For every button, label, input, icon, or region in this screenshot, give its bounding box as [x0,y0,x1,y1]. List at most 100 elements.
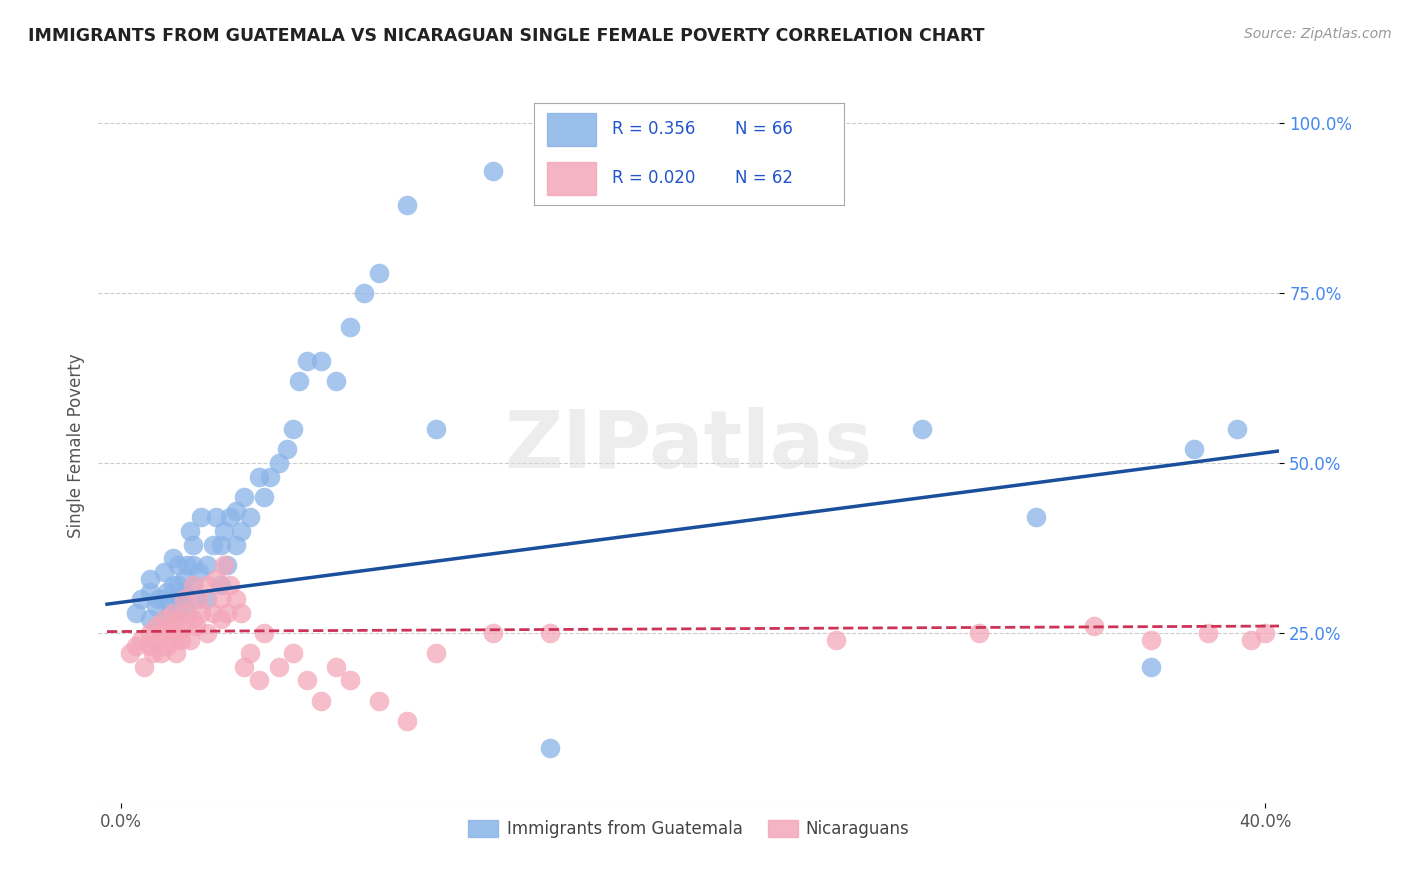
Point [173,619,195,633]
Point [195,558,218,572]
Bar [547,162,596,194]
Point [167,578,190,592]
Point [209,578,232,592]
Point [153,626,176,640]
Point [124,640,146,654]
Point [1025,510,1047,524]
Point [167,626,190,640]
Text: IMMIGRANTS FROM GUATEMALA VS NICARAGUAN SINGLE FEMALE POVERTY CORRELATION CHART: IMMIGRANTS FROM GUATEMALA VS NICARAGUAN … [28,27,984,45]
Point [367,694,389,708]
Y-axis label: Single Female Poverty: Single Female Poverty [66,354,84,538]
Point [162,551,184,566]
Point [167,558,190,572]
Point [139,626,162,640]
Point [219,510,242,524]
Point [1197,626,1219,640]
Point [239,510,262,524]
Point [148,591,170,606]
Point [353,286,375,301]
Point [425,646,447,660]
Point [1225,422,1247,436]
Point [482,626,505,640]
Point [276,442,298,457]
Point [176,606,198,620]
Point [139,612,162,626]
Point [204,572,226,586]
Point [281,646,304,660]
Point [1139,660,1161,674]
Text: ZIPatlas: ZIPatlas [505,407,873,485]
Point [184,591,207,606]
Point [967,626,990,640]
Point [187,591,209,606]
Point [267,456,290,470]
Point [170,591,193,606]
Point [482,163,505,178]
Point [825,632,848,647]
Point [201,606,224,620]
Point [1254,626,1277,640]
Text: Source: ZipAtlas.com: Source: ZipAtlas.com [1244,27,1392,41]
Point [225,537,247,551]
Point [253,626,276,640]
Point [267,660,290,674]
Point [148,632,170,647]
Point [131,591,153,606]
Point [167,612,190,626]
Point [217,606,239,620]
Point [173,591,195,606]
Point [153,591,176,606]
Point [150,646,173,660]
Point [311,694,333,708]
Point [247,673,270,688]
Point [325,375,347,389]
Point [162,606,184,620]
Point [339,673,361,688]
Point [165,646,187,660]
Point [181,612,204,626]
Point [162,578,184,592]
Point [187,565,209,579]
Point [139,640,162,654]
Point [287,375,309,389]
Point [134,660,156,674]
Point [233,660,256,674]
Point [233,490,256,504]
Point [181,537,204,551]
Text: N = 62: N = 62 [735,169,793,187]
Point [173,572,195,586]
Point [1139,632,1161,647]
Legend: Immigrants from Guatemala, Nicaraguans: Immigrants from Guatemala, Nicaraguans [461,813,917,845]
Point [142,646,165,660]
Point [181,558,204,572]
Point [259,469,281,483]
Point [181,578,204,592]
Point [176,606,198,620]
Point [195,578,218,592]
Point [339,320,361,334]
Point [219,578,242,592]
Point [911,422,934,436]
Point [165,591,187,606]
Point [173,585,195,599]
Point [231,524,253,538]
Point [239,646,262,660]
Point [225,591,247,606]
Point [118,646,141,660]
Point [212,524,235,538]
Point [162,632,184,647]
Point [281,422,304,436]
Point [367,266,389,280]
Point [209,591,232,606]
Point [1240,632,1263,647]
Point [295,354,318,368]
Text: R = 0.020: R = 0.020 [612,169,695,187]
Point [325,660,347,674]
Point [124,606,146,620]
Point [167,606,190,620]
Text: R = 0.356: R = 0.356 [612,120,695,138]
Point [153,612,176,626]
Point [190,510,212,524]
Point [231,606,253,620]
Point [396,198,419,212]
